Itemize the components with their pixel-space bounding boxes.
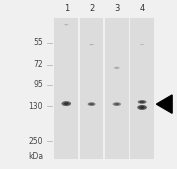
Text: 2: 2 [89, 4, 94, 13]
Polygon shape [156, 95, 172, 113]
Ellipse shape [88, 102, 95, 106]
Ellipse shape [139, 44, 145, 45]
Text: 1: 1 [64, 4, 69, 13]
Text: 3: 3 [114, 4, 119, 13]
Ellipse shape [137, 105, 147, 110]
Ellipse shape [115, 67, 119, 69]
Ellipse shape [113, 67, 120, 69]
Ellipse shape [140, 44, 144, 45]
Text: 130: 130 [29, 102, 43, 111]
Ellipse shape [138, 100, 146, 104]
Ellipse shape [89, 103, 94, 105]
Text: 4: 4 [139, 4, 145, 13]
Text: 95: 95 [33, 80, 43, 89]
Ellipse shape [115, 103, 119, 105]
Ellipse shape [64, 102, 69, 105]
Text: kDa: kDa [28, 152, 43, 161]
Text: 250: 250 [29, 137, 43, 146]
Ellipse shape [64, 24, 68, 25]
FancyBboxPatch shape [80, 18, 104, 159]
Ellipse shape [63, 24, 70, 26]
Ellipse shape [139, 106, 145, 109]
FancyBboxPatch shape [54, 18, 78, 159]
Ellipse shape [61, 101, 71, 106]
FancyBboxPatch shape [105, 18, 129, 159]
Text: 72: 72 [34, 60, 43, 69]
Text: 55: 55 [33, 38, 43, 47]
Ellipse shape [113, 102, 121, 106]
FancyBboxPatch shape [130, 18, 154, 159]
Ellipse shape [90, 44, 93, 45]
Ellipse shape [140, 101, 144, 103]
Ellipse shape [88, 44, 95, 46]
